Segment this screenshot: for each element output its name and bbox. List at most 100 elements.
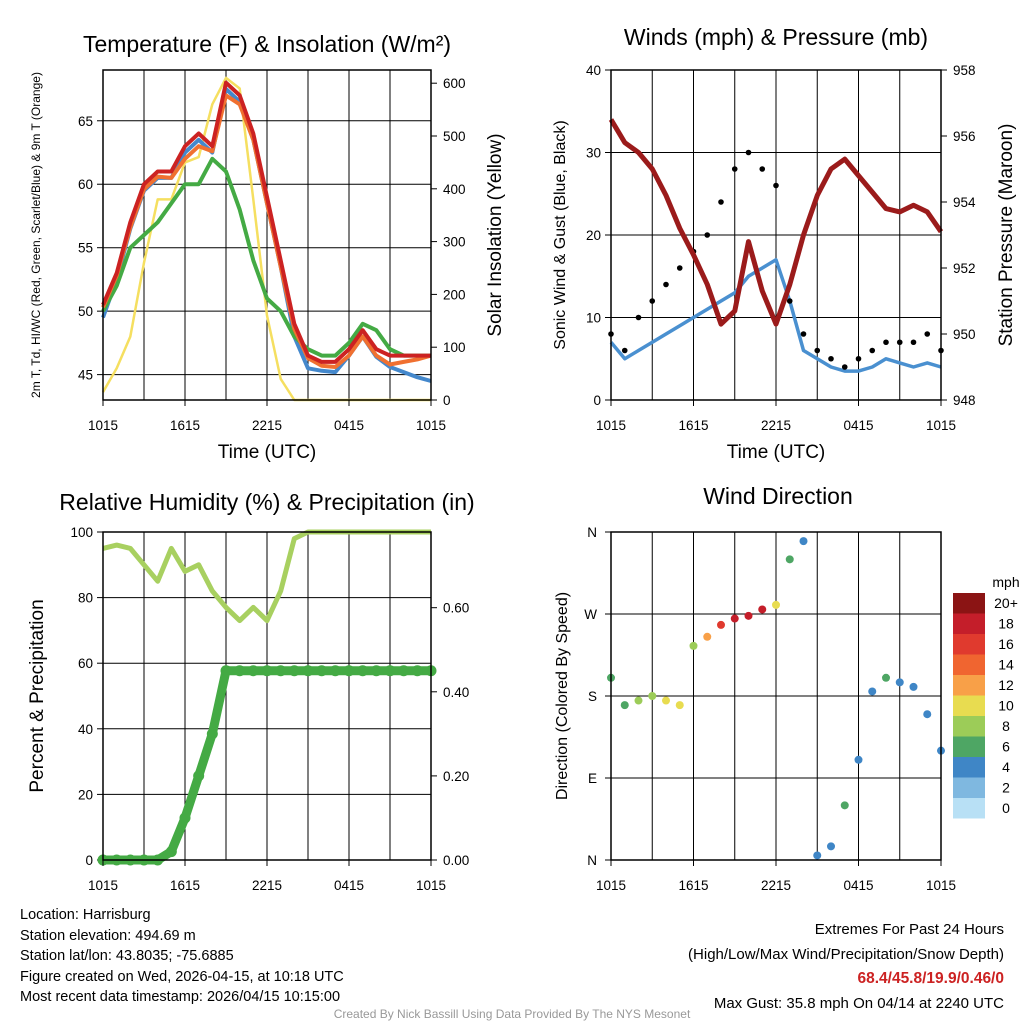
y-axis-label: 2m T, Td, HI/WC (Red, Green, Scarlet/Blu… <box>29 72 43 398</box>
winds-chart-title: Winds (mph) & Pressure (mb) <box>624 24 928 50</box>
y2-tick-label: 200 <box>443 287 466 302</box>
x-tick-label: 2215 <box>252 418 282 433</box>
gust-point <box>869 347 876 354</box>
wind-direction-point <box>772 600 780 609</box>
colorbar-label: 0 <box>1002 800 1010 816</box>
y-tick-label: 30 <box>586 146 601 161</box>
wind-direction-point <box>909 682 918 691</box>
gust-point <box>814 347 821 354</box>
y-tick-label: 10 <box>586 311 601 326</box>
y-tick-label: 45 <box>78 368 93 383</box>
x-tick-label: 1615 <box>170 418 200 433</box>
colorbar-title: mph <box>992 574 1019 590</box>
gust-point <box>800 331 807 337</box>
y2-tick-label: 600 <box>443 76 466 91</box>
y2-tick-label: 300 <box>443 235 466 250</box>
x-tick-label: 2215 <box>761 418 791 433</box>
station-elevation: Station elevation: 494.69 m <box>20 927 196 944</box>
x-tick-label: 1615 <box>678 418 708 433</box>
colorbar-swatch <box>953 777 985 798</box>
precipitation-point <box>275 665 287 677</box>
credit-line: Created By Nick Bassill Using Data Provi… <box>333 1007 691 1021</box>
colorbar-label: 2 <box>1002 780 1010 796</box>
y2-tick-label: 956 <box>953 129 976 144</box>
wind-direction-point <box>744 611 753 620</box>
gust-point <box>855 355 862 362</box>
y2-tick-label: 0 <box>443 393 451 408</box>
wind-direction-point <box>813 851 822 860</box>
gust-point <box>649 298 656 304</box>
wind-direction-point <box>620 701 629 710</box>
gust-point <box>828 355 834 362</box>
gust-point <box>924 331 931 337</box>
wind-direction-chart-title: Wind Direction <box>703 483 853 509</box>
y-axis-label: Direction (Colored By Speed) <box>554 592 571 800</box>
wind-direction-point <box>758 605 767 614</box>
colorbar-swatch <box>953 798 985 819</box>
x-tick-label: 1615 <box>170 878 200 893</box>
y2-tick-label: 400 <box>443 182 466 197</box>
wind-direction-point <box>923 710 932 719</box>
wind-direction-point <box>895 678 904 687</box>
direction-tick-label: N <box>587 853 597 868</box>
station-pressure-line <box>608 118 944 327</box>
colorbar-swatch <box>953 716 985 737</box>
gust-point <box>883 339 889 346</box>
gust-point <box>621 347 628 354</box>
wind-direction-point <box>827 842 835 851</box>
precipitation-point <box>165 846 177 858</box>
wind-direction-point <box>662 696 670 705</box>
colorbar-swatch <box>953 593 985 614</box>
figure-created: Figure created on Wed, 2026-04-15, at 10… <box>20 968 344 985</box>
gust-point <box>786 298 793 304</box>
precipitation-point <box>384 665 396 677</box>
x-tick-label: 0415 <box>334 878 364 893</box>
x-tick-label: 0415 <box>843 418 873 433</box>
direction-tick-label: W <box>584 607 597 622</box>
y-tick-label: 80 <box>78 591 93 606</box>
y-tick-label: 50 <box>78 304 93 319</box>
wind-direction-point <box>648 692 657 700</box>
x-tick-label: 1015 <box>416 418 446 433</box>
gust-point <box>676 265 683 271</box>
y2-tick-label: 948 <box>953 393 976 408</box>
wind-direction-point <box>799 537 808 546</box>
wind-direction-point <box>785 555 794 564</box>
x-tick-label: 0415 <box>334 418 364 433</box>
y2-tick-label: 500 <box>443 129 466 144</box>
colorbar-label: 8 <box>1002 718 1010 734</box>
extremes-values: 68.4/45.8/19.9/0.46/0 <box>857 970 1004 987</box>
wind-direction-point <box>703 632 712 641</box>
wind-direction-point <box>675 701 684 710</box>
y2-tick-label: 958 <box>953 63 976 78</box>
y-axis-label: Percent & Precipitation <box>27 599 48 792</box>
direction-tick-label: S <box>588 689 597 704</box>
colorbar-label: 18 <box>998 616 1014 632</box>
colorbar-swatch <box>953 675 985 696</box>
temperature-2m-line <box>101 80 431 364</box>
direction-tick-label: E <box>588 771 597 786</box>
y-tick-label: 60 <box>78 656 93 671</box>
temperature-chart-title: Temperature (F) & Insolation (W/m²) <box>83 31 451 57</box>
wind-direction-point <box>854 755 863 764</box>
x-tick-label: 0415 <box>843 878 873 893</box>
gust-point <box>759 166 766 172</box>
y-tick-label: 55 <box>78 241 93 256</box>
x-tick-label: 1015 <box>596 878 626 893</box>
x-axis-label: Time (UTC) <box>218 442 317 463</box>
gust-point <box>718 199 724 205</box>
colorbar-label: 6 <box>1002 739 1010 755</box>
colorbar-label: 4 <box>1002 759 1010 775</box>
precipitation-point <box>343 665 355 677</box>
colorbar-label: 12 <box>998 677 1014 693</box>
gust-point <box>663 281 669 288</box>
y2-axis-label: Solar Insolation (Yellow) <box>485 133 506 336</box>
y-axis-label: Sonic Wind & Gust (Blue, Black) <box>552 120 569 349</box>
precipitation-point <box>316 665 328 677</box>
wind-direction-point <box>689 641 698 650</box>
y2-tick-label: 0.40 <box>443 685 469 700</box>
precipitation-point <box>179 812 191 824</box>
gust-point <box>773 182 779 189</box>
precipitation-point <box>247 665 259 677</box>
y2-tick-label: 950 <box>953 327 976 342</box>
